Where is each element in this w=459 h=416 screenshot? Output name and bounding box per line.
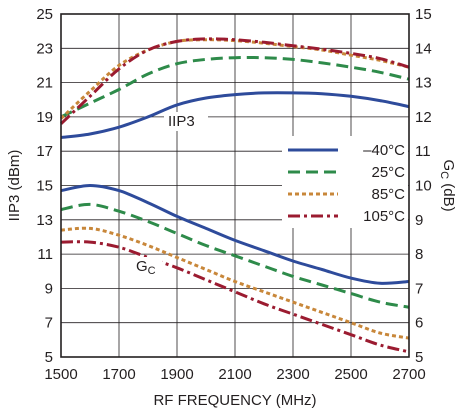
- iip3-series-line-0: [60, 91, 410, 139]
- y-left-tick-label: 5: [45, 349, 53, 366]
- y-right-tick-label: 12: [415, 109, 432, 126]
- gc-annotation-main: G: [136, 258, 148, 275]
- y-left-tick-label: 21: [36, 75, 53, 92]
- legend-label-3: 105°C: [363, 208, 405, 225]
- x-tick-label: 2100: [218, 366, 251, 383]
- y-left-tick-label: 19: [36, 109, 53, 126]
- gc-annotation-subscript: C: [148, 265, 156, 277]
- gc-annotation: GC: [136, 258, 156, 277]
- iip3-series-line-1: [60, 55, 410, 119]
- y-right-tick-label: 11: [415, 143, 431, 160]
- x-tick-label: 2700: [392, 366, 425, 383]
- legend-label-0: –40°C: [363, 142, 405, 159]
- gc-series-line-0: [60, 183, 410, 285]
- y-left-tick-label: 9: [45, 280, 53, 297]
- iip3-series-line-3: [59, 37, 410, 125]
- y-left-tick-label: 7: [45, 315, 53, 332]
- x-axis-title: RF FREQUENCY (MHz): [153, 392, 316, 409]
- y-axis-left-title: IIP3 (dBm): [6, 150, 23, 222]
- x-tick-label: 1500: [44, 366, 77, 383]
- y-right-tick-label: 5: [415, 349, 423, 366]
- gc-annotation-background: [132, 257, 162, 279]
- y-right-tick-label: 14: [415, 40, 432, 57]
- legend-label-1: 25°C: [371, 164, 405, 181]
- y-right-tick-label: 10: [415, 178, 432, 195]
- y-right-tick-label: 13: [415, 75, 432, 92]
- y-axis-right-title-main: G: [440, 159, 457, 171]
- y-right-tick-label: 7: [415, 280, 423, 297]
- y-right-tick-label: 6: [415, 315, 423, 332]
- legend: –40°C 25°C 85°C 105°C: [288, 142, 405, 225]
- y-left-tick-label: 11: [37, 246, 53, 263]
- legend-label-2: 85°C: [371, 186, 405, 203]
- x-tick-label: 2500: [334, 366, 367, 383]
- gc-series-line-2: [60, 226, 410, 340]
- gc-series-line-1: [60, 202, 410, 309]
- y-left-tick-label: 25: [36, 6, 53, 23]
- y-right-tick-label: 9: [415, 212, 423, 229]
- y-axis-right-title-unit: (dB): [440, 179, 457, 212]
- tick-labels: 1500 1700 1900 2100 2300 2500 2700579111315171…: [36, 6, 431, 383]
- plot-frame: [60, 13, 410, 358]
- y-left-tick-label: 23: [36, 40, 53, 57]
- y-left-tick-label: 17: [36, 143, 53, 160]
- y-left-tick-label: 13: [36, 212, 53, 229]
- x-tick-label: 1900: [160, 366, 193, 383]
- y-left-tick-label: 15: [36, 178, 53, 195]
- gc-series-line-3: [60, 240, 410, 354]
- iip3-annotation-background: [164, 112, 208, 131]
- x-tick-label: 1700: [102, 366, 135, 383]
- y-right-tick-label: 8: [415, 246, 423, 263]
- y-axis-right-title-subscript: C: [438, 171, 450, 179]
- x-tick-label: 2300: [276, 366, 309, 383]
- y-axis-right-title: GC (dB): [438, 159, 457, 211]
- y-right-tick-label: 15: [415, 6, 432, 23]
- series-lines: [59, 37, 410, 354]
- iip3-annotation: IIP3: [168, 113, 195, 130]
- iip3-series-line-2: [59, 38, 410, 120]
